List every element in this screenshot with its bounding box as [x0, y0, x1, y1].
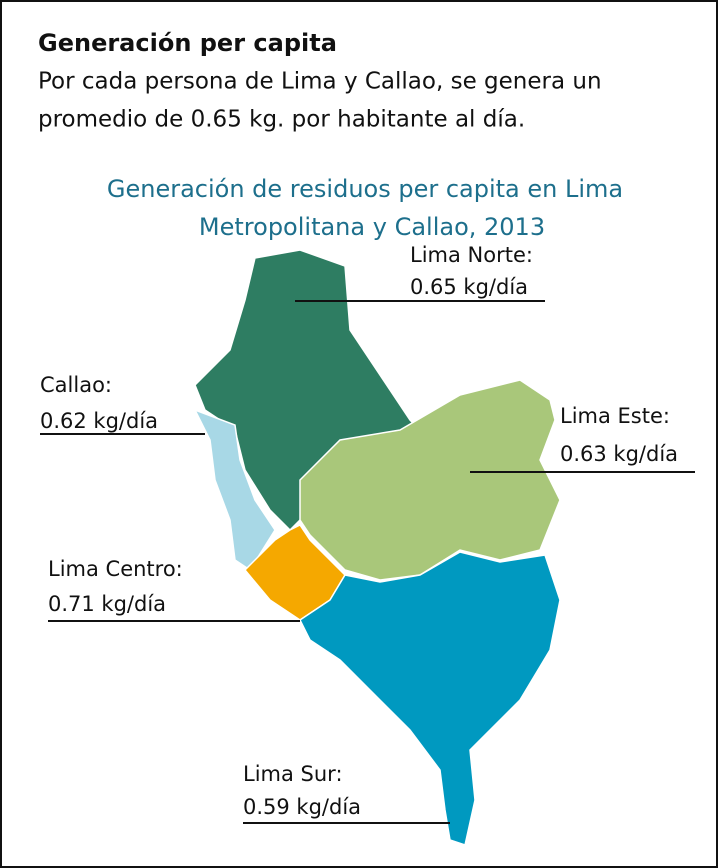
region — [299, 551, 561, 846]
map-title: Generación de residuos per capita en Lim… — [107, 175, 623, 203]
region-value: 0.65 kg/día — [410, 275, 528, 299]
region-value: 0.63 kg/día — [560, 442, 678, 466]
intro-line: promedio de 0.65 kg. por habitante al dí… — [38, 107, 525, 133]
region — [243, 524, 346, 621]
region — [299, 379, 561, 581]
region-name: Lima Este: — [560, 404, 670, 428]
intro-line: Por cada persona de Lima y Callao, se ge… — [38, 69, 602, 95]
map — [193, 249, 561, 846]
map-title: Metropolitana y Callao, 2013 — [199, 213, 545, 241]
region-name: Callao: — [40, 373, 112, 397]
region — [194, 249, 432, 532]
region-value: 0.62 kg/día — [40, 409, 158, 433]
title: Generación per capita — [38, 29, 337, 57]
region-value: 0.59 kg/día — [243, 795, 361, 819]
region-name: Lima Centro: — [48, 557, 183, 581]
region-name: Lima Sur: — [243, 762, 343, 786]
region-value: 0.71 kg/día — [48, 592, 166, 616]
region-name: Lima Norte: — [410, 243, 533, 267]
